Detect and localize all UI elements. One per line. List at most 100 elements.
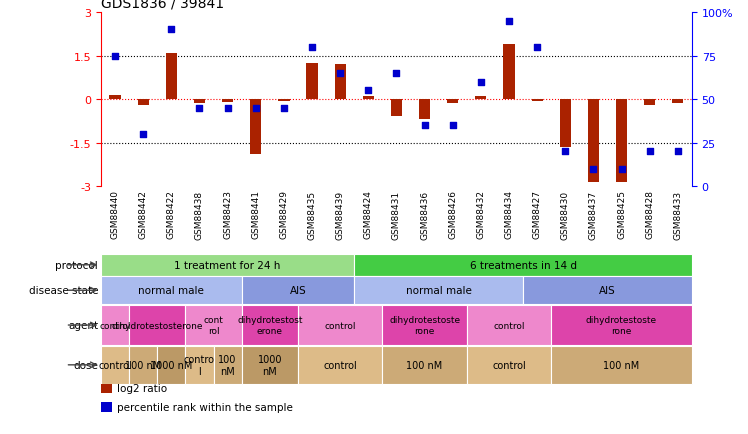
Bar [222,100,233,103]
Bar [157,346,186,384]
Point [503,18,515,25]
Text: 100
nM: 100 nM [218,354,237,376]
Point [278,105,290,112]
Point [109,53,121,60]
Bar [307,64,318,100]
Text: GSM88439: GSM88439 [336,190,345,239]
Text: GSM88423: GSM88423 [223,190,232,239]
Text: 100 nM: 100 nM [125,360,162,370]
Text: GSM88428: GSM88428 [646,190,654,239]
Text: GSM88435: GSM88435 [307,190,316,239]
Text: AIS: AIS [599,286,616,296]
Text: 1000
nM: 1000 nM [257,354,282,376]
Bar [355,277,523,304]
Text: GDS1836 / 39841: GDS1836 / 39841 [101,0,224,10]
Bar [278,100,289,101]
Bar [166,53,177,100]
Bar [390,100,402,117]
Point [616,166,628,173]
Text: dihydrotestost
erone: dihydrotestost erone [237,316,302,335]
Point [306,44,318,51]
Text: cont
rol: cont rol [203,316,224,335]
Bar [560,100,571,148]
Text: GSM88434: GSM88434 [504,190,513,239]
Text: disease state: disease state [28,286,98,296]
Text: GSM88427: GSM88427 [533,190,542,239]
Point [250,105,262,112]
Bar [194,100,205,104]
Bar [355,254,692,276]
Bar [242,305,298,345]
Text: GSM88438: GSM88438 [195,190,204,239]
Text: log2 ratio: log2 ratio [117,383,167,393]
Bar [129,305,186,345]
Bar [298,346,382,384]
Bar [588,100,599,182]
Text: 100 nM: 100 nM [406,360,443,370]
Text: dihydrotestoste
rone: dihydrotestoste rone [586,316,657,335]
Text: agent: agent [68,320,98,330]
Bar [186,305,242,345]
Text: contro
l: contro l [184,354,215,376]
Bar [447,100,459,104]
Point [672,148,684,155]
Text: protocol: protocol [55,260,98,270]
Bar [363,97,374,100]
Point [362,88,374,95]
Text: dihydrotestoste
rone: dihydrotestoste rone [389,316,460,335]
Bar [101,346,129,384]
Point [419,122,431,129]
Bar [186,346,213,384]
Bar [382,305,467,345]
Text: GSM88429: GSM88429 [280,190,289,239]
Point [194,105,206,112]
Bar [334,65,346,100]
Text: AIS: AIS [289,286,307,296]
Point [137,131,149,138]
Bar [101,305,129,345]
Bar [644,100,655,105]
Bar [298,305,382,345]
Text: GSM88431: GSM88431 [392,190,401,239]
Bar [467,346,551,384]
Point [390,70,402,77]
Point [221,105,233,112]
Text: percentile rank within the sample: percentile rank within the sample [117,402,292,412]
Text: normal male: normal male [405,286,471,296]
Text: 6 treatments in 14 d: 6 treatments in 14 d [470,260,577,270]
Bar [419,100,430,120]
Text: GSM88442: GSM88442 [138,190,147,239]
Text: GSM88425: GSM88425 [617,190,626,239]
Text: GSM88440: GSM88440 [111,190,120,239]
Bar [101,277,242,304]
Bar [467,305,551,345]
Text: control: control [323,360,357,370]
Bar [101,254,355,276]
Text: GSM88432: GSM88432 [476,190,485,239]
Point [587,166,599,173]
Bar [250,100,261,155]
Bar [129,346,157,384]
Point [165,27,177,34]
Text: GSM88424: GSM88424 [364,190,373,239]
Text: normal male: normal male [138,286,204,296]
Text: control: control [98,360,132,370]
Bar [551,346,692,384]
Text: GSM88422: GSM88422 [167,190,176,239]
Bar [672,100,684,104]
Bar [109,95,120,100]
Bar [532,100,543,101]
Text: control: control [493,321,525,330]
Text: dose: dose [73,360,98,370]
Bar [382,346,467,384]
Bar [101,402,111,412]
Text: GSM88441: GSM88441 [251,190,260,239]
Text: 100 nM: 100 nM [604,360,640,370]
Point [531,44,543,51]
Point [644,148,656,155]
Text: GSM88436: GSM88436 [420,190,429,239]
Bar [551,305,692,345]
Bar [503,45,515,100]
Text: 1000 nM: 1000 nM [150,360,192,370]
Text: GSM88437: GSM88437 [589,190,598,239]
